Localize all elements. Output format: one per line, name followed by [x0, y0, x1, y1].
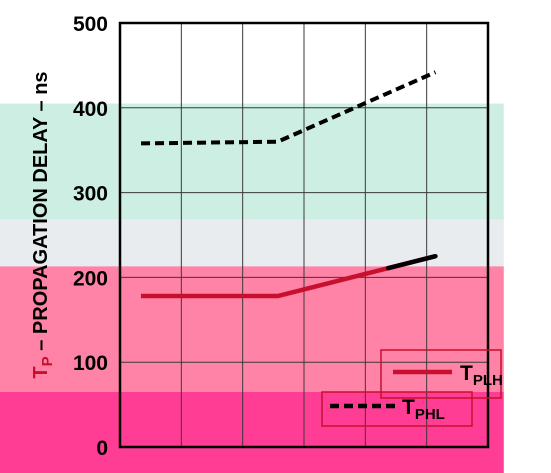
grid-lines	[120, 23, 488, 447]
legend-label-tphl: TPHL	[402, 396, 445, 423]
y-tick-labels: 0 100 200 300 400 500	[73, 13, 108, 460]
band-magenta	[0, 391, 504, 473]
series-line-tplh	[141, 254, 436, 299]
y-tick-label: 100	[73, 352, 108, 375]
legend: TPLH TPHL	[321, 349, 503, 427]
y-tick-label: 500	[73, 13, 108, 36]
y-axis-label: TP – PROPAGATION DELAY – ns	[30, 71, 56, 378]
y-axis-label-prefix: T	[30, 366, 52, 378]
band-green	[0, 103, 504, 220]
y-axis-label-subscript: P	[39, 356, 56, 366]
plot-frame	[118, 21, 490, 449]
legend-box-top	[380, 349, 502, 399]
series-tail-tplh	[385, 253, 438, 271]
y-tick-label: 200	[73, 267, 108, 290]
y-tick-label: 400	[73, 98, 108, 121]
series-line-tphl	[141, 70, 437, 146]
legend-label-tplh: TPLH	[460, 362, 503, 389]
y-tick-label: 0	[96, 437, 108, 460]
legend-box-bottom	[321, 391, 473, 427]
background-bands	[0, 103, 504, 473]
y-axis-label-rest: – PROPAGATION DELAY – ns	[30, 71, 52, 356]
series-lines	[141, 70, 438, 299]
y-tick-label: 300	[73, 183, 108, 206]
